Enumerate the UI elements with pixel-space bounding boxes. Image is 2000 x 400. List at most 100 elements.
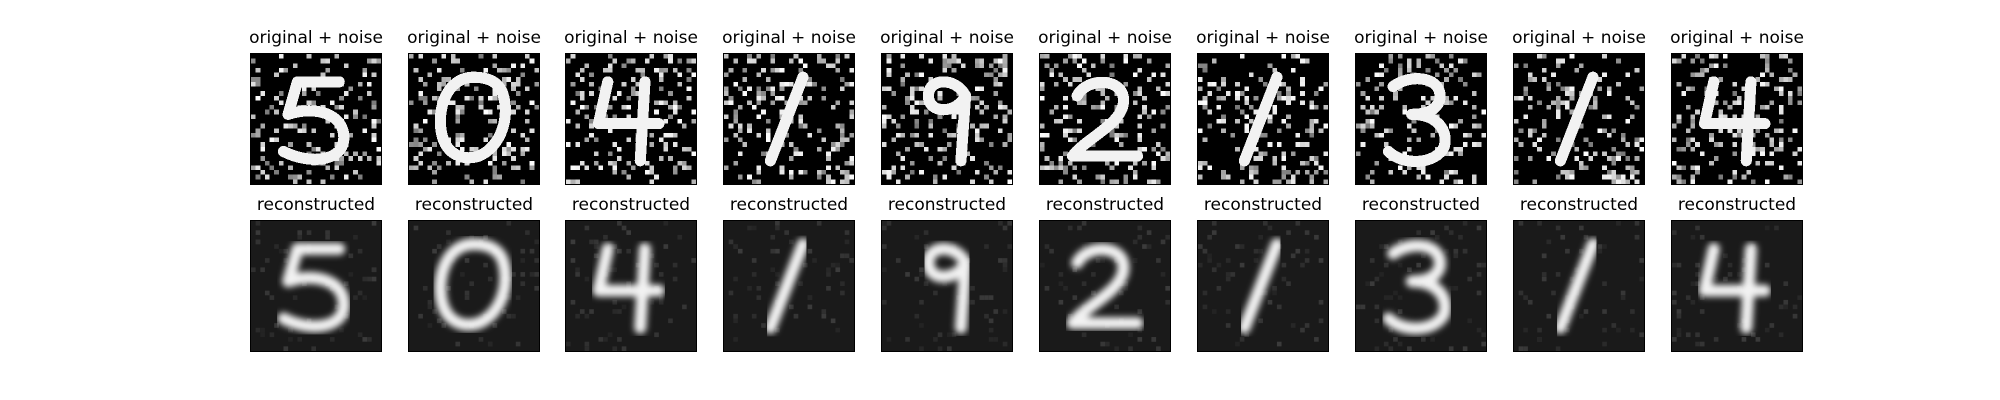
noise-pixel [724, 54, 729, 59]
texture-pixel [1463, 249, 1468, 254]
noise-pixel [1286, 91, 1291, 96]
noise-pixel [1082, 59, 1087, 64]
noise-pixel [580, 68, 585, 73]
noise-pixel [1231, 133, 1236, 138]
noise-pixel [1542, 68, 1547, 73]
noise-pixel [1291, 54, 1296, 59]
noise-pixel [1695, 54, 1700, 59]
noise-pixel [1440, 179, 1445, 184]
texture-pixel [919, 346, 924, 351]
noise-pixel [1593, 152, 1598, 157]
noise-pixel [274, 138, 279, 143]
noise-pixel [367, 82, 372, 87]
noise-pixel [1356, 82, 1361, 87]
noise-pixel [956, 170, 961, 175]
noise-pixel [1691, 175, 1696, 180]
texture-pixel [1258, 235, 1263, 240]
noise-pixel [1217, 105, 1222, 110]
noise-pixel [520, 179, 525, 184]
noise-pixel [798, 170, 803, 175]
noise-pixel [1779, 147, 1784, 152]
texture-pixel [1375, 319, 1380, 324]
texture-pixel [1305, 258, 1310, 263]
noise-pixel [938, 96, 943, 101]
noise-pixel [1737, 100, 1742, 105]
noise-pixel [1370, 110, 1375, 115]
noise-pixel [376, 161, 381, 166]
noise-pixel [1007, 179, 1012, 184]
noise-pixel [511, 110, 516, 115]
noise-pixel [330, 100, 335, 105]
noise-pixel [325, 165, 330, 170]
noise-pixel [1198, 77, 1203, 82]
noise-pixel [1110, 165, 1115, 170]
noise-pixel [1240, 110, 1245, 115]
noise-pixel [752, 179, 757, 184]
noise-pixel [626, 105, 631, 110]
noise-pixel [516, 105, 521, 110]
texture-pixel [260, 267, 265, 272]
noise-pixel [428, 110, 433, 115]
noise-pixel [372, 138, 377, 143]
noise-pixel [650, 179, 655, 184]
noise-pixel [1556, 138, 1561, 143]
noise-pixel [998, 100, 1003, 105]
texture-pixel [1114, 346, 1119, 351]
noise-pixel [376, 59, 381, 64]
texture-pixel [1277, 342, 1282, 347]
noisy-digit-image [251, 54, 381, 184]
noise-pixel [1003, 105, 1008, 110]
noise-pixel [270, 138, 275, 143]
noise-pixel [288, 175, 293, 180]
noise-pixel [1691, 119, 1696, 124]
texture-pixel [1133, 258, 1138, 263]
noise-pixel [1068, 82, 1073, 87]
texture-pixel [507, 314, 512, 319]
noise-pixel [1198, 128, 1203, 133]
noise-pixel [288, 165, 293, 170]
noise-pixel [1282, 170, 1287, 175]
texture-pixel [626, 230, 631, 235]
noise-pixel [507, 152, 512, 157]
texture-pixel [1003, 309, 1008, 314]
noise-pixel [335, 54, 340, 59]
noise-pixel [1732, 100, 1737, 105]
noise-pixel [367, 156, 372, 161]
noise-pixel [1607, 170, 1612, 175]
noise-pixel [915, 100, 920, 105]
noise-pixel [307, 54, 312, 59]
texture-pixel [984, 244, 989, 249]
noise-pixel [905, 147, 910, 152]
noise-pixel [479, 105, 484, 110]
noise-pixel [766, 119, 771, 124]
noise-pixel [1244, 128, 1249, 133]
texture-pixel [617, 221, 622, 226]
noise-pixel [1161, 110, 1166, 115]
texture-pixel [1481, 342, 1486, 347]
texture-pixel [924, 281, 929, 286]
noise-pixel [1760, 152, 1765, 157]
noise-pixel [1723, 100, 1728, 105]
noise-pixel [423, 119, 428, 124]
noise-pixel [1556, 82, 1561, 87]
noise-pixel [1319, 128, 1324, 133]
noise-pixel [631, 77, 636, 82]
texture-pixel [980, 295, 985, 300]
texture-pixel [1616, 328, 1621, 333]
texture-pixel [1138, 235, 1143, 240]
texture-pixel [1059, 272, 1064, 277]
noise-pixel [794, 152, 799, 157]
noise-pixel [1579, 161, 1584, 166]
texture-pixel [594, 254, 599, 259]
noise-pixel [915, 142, 920, 147]
noise-pixel [1142, 161, 1147, 166]
noise-pixel [302, 128, 307, 133]
noise-pixel [265, 110, 270, 115]
noise-pixel [840, 124, 845, 129]
noise-pixel [845, 54, 850, 59]
noise-pixel [975, 96, 980, 101]
noise-pixel [575, 91, 580, 96]
noise-pixel [1063, 128, 1068, 133]
noise-pixel [724, 87, 729, 92]
noise-pixel [761, 110, 766, 115]
